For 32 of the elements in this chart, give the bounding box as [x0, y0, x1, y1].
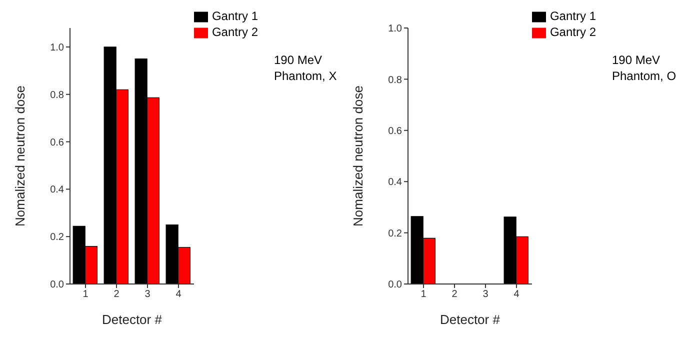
y-tick-label: 0.2	[388, 228, 402, 240]
y-tick-label: 0.8	[388, 74, 402, 86]
x-tick-label: 2	[114, 289, 120, 300]
x-tick-label: 3	[144, 289, 151, 300]
x-tick-label: 2	[452, 289, 458, 300]
x-axis-title: Detector #	[440, 312, 501, 327]
x-axis-title: Detector #	[102, 312, 163, 327]
x-tick-label: 3	[482, 289, 489, 300]
x-tick-label: 1	[420, 289, 427, 300]
y-tick-label: 0.0	[50, 280, 64, 291]
x-tick-label: 4	[176, 289, 182, 300]
y-tick-label: 1.0	[388, 24, 402, 35]
y-tick-label: 0.0	[388, 280, 402, 291]
legend-label: Gantry 1	[212, 9, 258, 23]
legend-label: Gantry 2	[550, 25, 596, 39]
y-tick-label: 0.2	[50, 232, 64, 244]
y-tick-label: 0.4	[50, 184, 64, 196]
y-tick-label: 0.4	[388, 177, 402, 188]
y-tick-label: 1.0	[50, 42, 64, 54]
x-tick-label: 1	[82, 289, 89, 300]
text: Phantom, X	[274, 68, 337, 84]
text: 190 MeV	[274, 52, 324, 68]
y-axis-title: Nomalized neutron dose	[350, 86, 366, 226]
y-tick-label: 0.6	[388, 126, 402, 137]
text: Phantom, O	[612, 68, 676, 84]
legend-label: Gantry 2	[212, 25, 258, 39]
x-tick-label: 4	[514, 289, 520, 300]
y-tick-label: 0.8	[50, 90, 64, 101]
y-tick-label: 0.6	[50, 137, 64, 148]
legend-label: Gantry 1	[550, 9, 596, 23]
text: 190 MeV	[612, 52, 662, 68]
y-axis-title: Nomalized neutron dose	[12, 86, 28, 226]
